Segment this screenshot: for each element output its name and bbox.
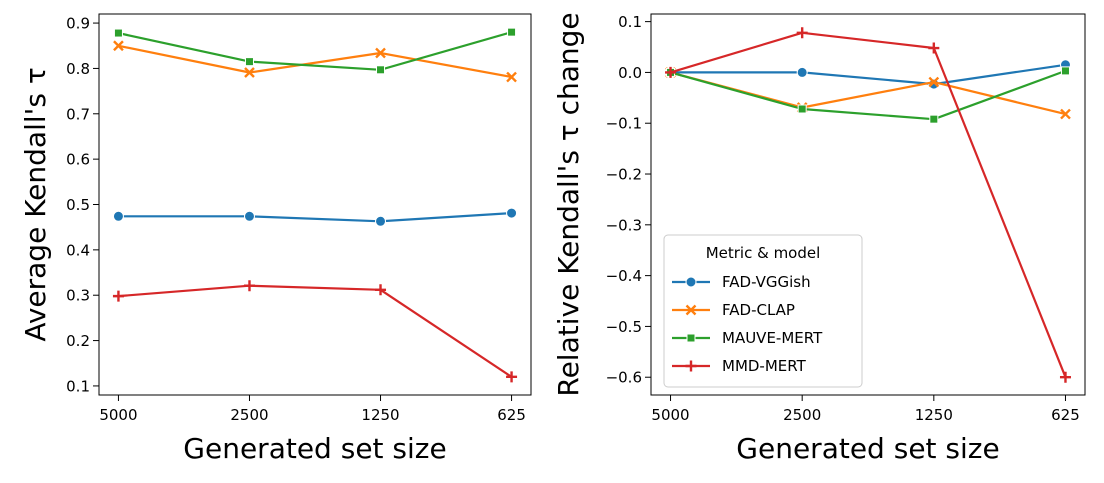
data-point-mmd-mert [506, 371, 518, 383]
data-point-mauve-mert [113, 28, 123, 38]
data-point-mauve-mert [797, 104, 807, 114]
data-point-fad-clap [375, 47, 386, 59]
y-tick-label: −0.3 [606, 216, 642, 234]
y-tick-label: 0.9 [66, 15, 90, 33]
data-point-fad-clap [506, 71, 517, 83]
series-line-mmd-mert [118, 284, 513, 378]
series-line-fad-vggish [670, 63, 1066, 86]
x-axis-label: Generated set size [183, 432, 446, 465]
data-point-fad-vggish [796, 66, 808, 78]
legend-marker-mmd-mert [685, 360, 697, 372]
chart-panel-2: 0.1 0.0 −0.1 −0.2 −0.3 −0.4 −0.5 −0.6 5000 2500 12… [552, 12, 1086, 465]
series-line-mauve-mert [670, 69, 1066, 121]
legend-box [663, 234, 863, 388]
data-point-fad-vggish [375, 215, 387, 227]
y-tick-label: 0.7 [66, 105, 90, 123]
y-tick-label: 0.3 [66, 287, 90, 305]
y-tick-label: 0.5 [66, 196, 90, 214]
y-tick-label: 0.8 [66, 60, 90, 78]
legend-marker-fad-vggish [685, 276, 697, 288]
series-line-mauve-mert [118, 31, 512, 71]
data-point-mmd-mert [1059, 371, 1071, 383]
y-tick-label: 0.2 [66, 332, 90, 350]
data-point-fad-vggish [243, 210, 255, 222]
x-tick-label: 1250 [361, 406, 399, 424]
legend-label-mmd-mert: MMD-MERT [722, 357, 807, 375]
legend-marker-fad-clap [685, 304, 697, 316]
x-tick-label: 5000 [99, 406, 137, 424]
y-axis-label: Relative Kendall's τ change [552, 12, 585, 396]
x-tick-label: 625 [1051, 406, 1080, 424]
data-point-fad-clap [244, 67, 255, 78]
y-tick-label: 0.6 [66, 151, 90, 169]
x-tick-label: 2500 [230, 406, 268, 424]
series-line-fad-clap [118, 44, 512, 79]
legend-label-fad-clap: FAD-CLAP [722, 301, 795, 319]
x-tick-label: 625 [497, 406, 526, 424]
data-point-mauve-mert [376, 65, 386, 75]
legend-label-fad-vggish: FAD-VGGish [722, 273, 811, 291]
x-tick-label: 2500 [783, 406, 821, 424]
x-tick-label: 5000 [651, 406, 689, 424]
data-point-mmd-mert [928, 42, 940, 54]
x-axis-label: Generated set size [736, 432, 999, 465]
data-point-fad-clap [1060, 108, 1071, 120]
chart-panel-1: 0.1 0.2 0.3 0.4 0.5 0.6 0.7 0.8 0.9 5000 2500 1250 6… [19, 13, 532, 465]
data-point-mmd-mert [112, 290, 124, 302]
data-point-mauve-mert [1060, 66, 1070, 76]
data-point-mmd-mert [796, 27, 808, 39]
data-point-mauve-mert [929, 114, 939, 124]
data-point-mmd-mert [375, 284, 387, 296]
plot-frame [98, 13, 532, 396]
legend-marker-mauve-mert [686, 333, 696, 343]
y-tick-label: −0.4 [606, 267, 642, 285]
y-tick-label: 0.4 [66, 241, 90, 259]
y-tick-label: 0.0 [618, 64, 642, 82]
y-tick-label: −0.1 [606, 115, 642, 133]
data-point-mmd-mert [665, 66, 677, 78]
y-tick-label: −0.6 [606, 369, 642, 387]
legend-label-mauve-mert: MAUVE-MERT [722, 329, 823, 347]
x-tick-label: 1250 [915, 406, 953, 424]
data-point-fad-vggish [506, 207, 518, 219]
y-tick-label: 0.1 [618, 13, 642, 31]
y-axis-label: Average Kendall's τ [19, 67, 52, 341]
data-point-fad-clap [928, 76, 940, 88]
legend-title: Metric & model [706, 244, 821, 262]
data-point-mauve-mert [507, 27, 517, 37]
plot-frame [650, 13, 1086, 396]
data-point-mauve-mert [244, 57, 254, 67]
y-tick-label: 0.1 [66, 377, 90, 395]
series-line-mmd-mert [670, 31, 1067, 378]
legend: Metric & model FAD-VGGish FAD-CLAP MAUVE-ME… [663, 234, 863, 388]
data-point-fad-vggish [112, 210, 124, 222]
y-tick-label: −0.5 [606, 318, 642, 336]
y-tick-label: −0.2 [606, 166, 642, 184]
data-point-mmd-mert [243, 280, 255, 292]
data-point-fad-clap [113, 40, 124, 52]
series-line-fad-vggish [118, 212, 512, 223]
